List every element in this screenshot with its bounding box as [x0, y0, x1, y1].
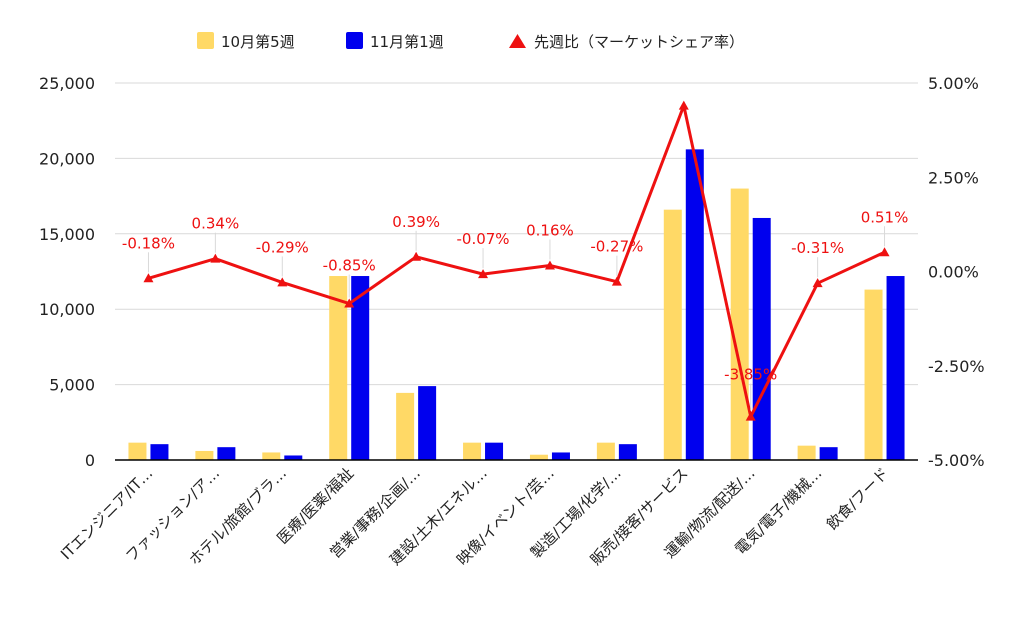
- bar-oct: [730, 188, 749, 460]
- bar-nov: [886, 276, 905, 460]
- bar-oct: [864, 289, 883, 460]
- axes: 0 5,000 10,000 15,000 20,000 25,000 -5.00% -2.5…: [39, 74, 985, 569]
- legend-marker-triangle-icon: [509, 34, 526, 48]
- y-right-tick-label: 0.00%: [928, 263, 979, 282]
- bar-oct: [463, 442, 482, 460]
- ratio-point-marker: [678, 100, 689, 110]
- ratio-point-marker: [277, 277, 288, 287]
- ratio-data-label: -0.29%: [256, 238, 309, 256]
- y-left-tick-label: 5,000: [49, 376, 95, 395]
- y-left-tick-label: 15,000: [39, 225, 95, 244]
- bars: [128, 149, 905, 461]
- bar-nov: [150, 444, 169, 460]
- ratio-data-label: -0.27%: [590, 238, 643, 256]
- ratio-point-marker: [611, 276, 622, 286]
- ratio-point-marker: [879, 247, 890, 257]
- bar-nov: [284, 455, 303, 460]
- y-right-tick-label: 2.50%: [928, 168, 979, 187]
- ratio-point-marker: [812, 278, 823, 288]
- ratio-data-label: -0.18%: [122, 234, 175, 252]
- ratio-data-label: -0.07%: [457, 230, 510, 248]
- bar-oct: [128, 442, 147, 460]
- bar-nov: [217, 447, 236, 460]
- ratio-point-marker: [143, 273, 154, 283]
- y-right-tick-label: 5.00%: [928, 74, 979, 93]
- legend: 10月第5週 11月第1週 先週比（マーケットシェア率）: [197, 32, 744, 51]
- ratio-line: [143, 100, 890, 421]
- ratio-point-marker: [544, 260, 555, 270]
- y-left-tick-label: 25,000: [39, 74, 95, 93]
- data-labels: -0.18%0.34%-0.29%-0.85%0.39%-0.07% 0.16%-…: [122, 208, 909, 411]
- ratio-point-marker: [478, 269, 489, 279]
- y-left-tick-label: 20,000: [39, 149, 95, 168]
- y-right-tick-label: -2.50%: [928, 357, 985, 376]
- y-right-tick-label: -5.00%: [928, 451, 985, 470]
- ratio-data-label: -0.85%: [323, 257, 376, 275]
- ratio-point-marker: [344, 298, 355, 308]
- y-left-tick-label: 0: [85, 451, 95, 470]
- bar-oct: [596, 442, 615, 460]
- bar-oct: [529, 454, 548, 460]
- bar-oct: [262, 452, 281, 460]
- ratio-point-marker: [745, 411, 756, 421]
- bar-oct: [663, 209, 682, 460]
- legend-label-oct: 10月第5週: [221, 33, 295, 51]
- ratio-data-label: -0.31%: [791, 239, 844, 257]
- bar-nov: [351, 276, 370, 460]
- legend-label-ratio: 先週比（マーケットシェア率）: [534, 33, 744, 51]
- bar-oct: [797, 445, 816, 460]
- legend-swatch-nov: [346, 32, 363, 49]
- y-left-tick-label: 10,000: [39, 300, 95, 319]
- bar-nov: [551, 452, 570, 460]
- ratio-point-marker: [411, 251, 422, 261]
- ratio-data-label: -3.85%: [724, 366, 777, 384]
- bar-nov: [819, 447, 838, 460]
- bar-nov: [418, 386, 437, 460]
- ratio-series-line: [148, 104, 886, 419]
- legend-label-nov: 11月第1週: [370, 33, 444, 51]
- bar-nov: [618, 444, 637, 460]
- bar-nov: [685, 149, 704, 461]
- bar-oct: [329, 276, 348, 460]
- bar-oct: [396, 392, 415, 460]
- bar-oct: [195, 450, 214, 460]
- bar-nov: [752, 217, 771, 460]
- legend-swatch-oct: [197, 32, 214, 49]
- ratio-data-label: 0.34%: [192, 215, 240, 233]
- ratio-data-label: 0.39%: [392, 213, 440, 231]
- ratio-point-marker: [210, 253, 221, 263]
- x-category-label: 飲食/フード: [823, 464, 892, 533]
- bar-nov: [485, 442, 504, 460]
- ratio-data-label: 0.51%: [861, 208, 909, 226]
- ratio-data-label: 0.16%: [526, 221, 574, 239]
- gridlines: [115, 82, 918, 386]
